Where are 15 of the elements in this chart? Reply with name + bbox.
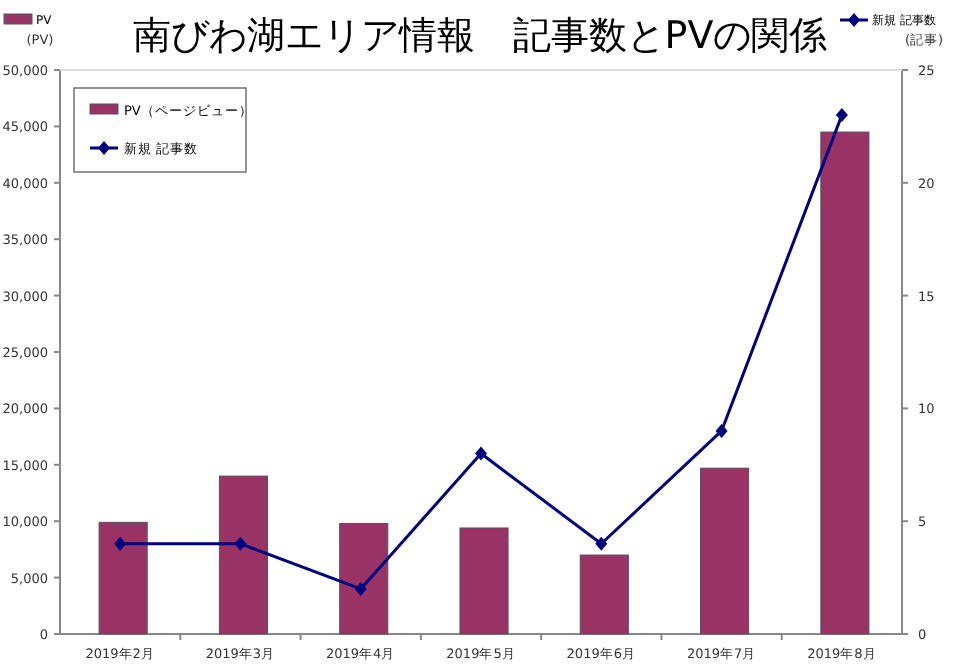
bar: [579, 554, 629, 635]
point: [354, 581, 367, 596]
point: [715, 423, 728, 438]
point: [595, 536, 608, 551]
point: [114, 536, 127, 551]
point: [835, 108, 848, 123]
bar: [700, 467, 750, 635]
point: [234, 536, 247, 551]
point: [475, 446, 487, 461]
bar: [218, 475, 268, 635]
chart-title: 南びわ湖エリア情報 記事数とPVの関係: [132, 14, 828, 58]
bar: [820, 131, 870, 635]
bar: [339, 522, 389, 635]
bar: [98, 521, 148, 635]
bar: [459, 527, 509, 635]
